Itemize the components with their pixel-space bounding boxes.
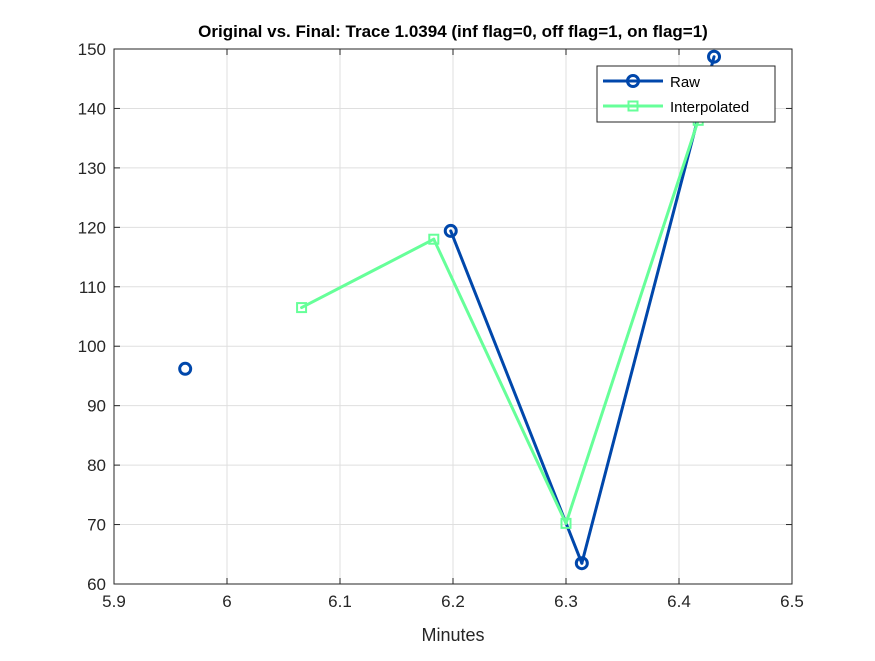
y-tick-label: 80 — [87, 456, 106, 475]
legend-box — [596, 65, 776, 123]
legend-label: Interpolated — [670, 99, 749, 116]
series-line-segment — [300, 237, 436, 310]
series-markers-raw — [178, 49, 722, 571]
y-tick-label: 60 — [87, 575, 106, 594]
plot-area: 5.9 6 6.1 6.2 6.3 6.4 6.5 60 70 80 90 100 110 120 130 1… — [78, 40, 804, 611]
x-tick-label: 6.5 — [780, 592, 804, 611]
series-line-segment — [564, 118, 700, 525]
data-point — [443, 223, 458, 238]
x-tick-label: 6.4 — [667, 592, 691, 611]
data-point — [178, 361, 193, 376]
y-tick-label: 140 — [78, 99, 106, 118]
legend: Raw Interpolated — [596, 65, 776, 123]
data-point — [428, 233, 440, 245]
legend-marker — [626, 74, 640, 88]
x-tick-label: 5.9 — [102, 592, 126, 611]
legend-marker — [627, 100, 639, 112]
data-point — [560, 517, 572, 529]
data-point — [707, 49, 722, 64]
y-tick-label: 100 — [78, 337, 106, 356]
series-interpolated — [300, 118, 700, 525]
legend-label: Raw — [670, 74, 700, 91]
chart-title: Original vs. Final: Trace 1.0394 (inf fl… — [198, 22, 708, 41]
x-tick-label: 6.1 — [328, 592, 352, 611]
x-axis-label: Minutes — [421, 625, 484, 645]
data-point — [296, 302, 308, 314]
y-tick-label: 70 — [87, 516, 106, 535]
y-tick-label: 150 — [78, 40, 106, 59]
data-point — [574, 556, 589, 571]
x-tick-label: 6 — [222, 592, 231, 611]
series-line-segment — [432, 237, 568, 525]
x-tick-label: 6.3 — [554, 592, 578, 611]
x-tick-label: 6.2 — [441, 592, 465, 611]
y-tick-label: 90 — [87, 397, 106, 416]
y-tick-label: 120 — [78, 218, 106, 237]
y-tick-label: 110 — [79, 278, 106, 297]
y-tick-label: 130 — [78, 159, 106, 178]
